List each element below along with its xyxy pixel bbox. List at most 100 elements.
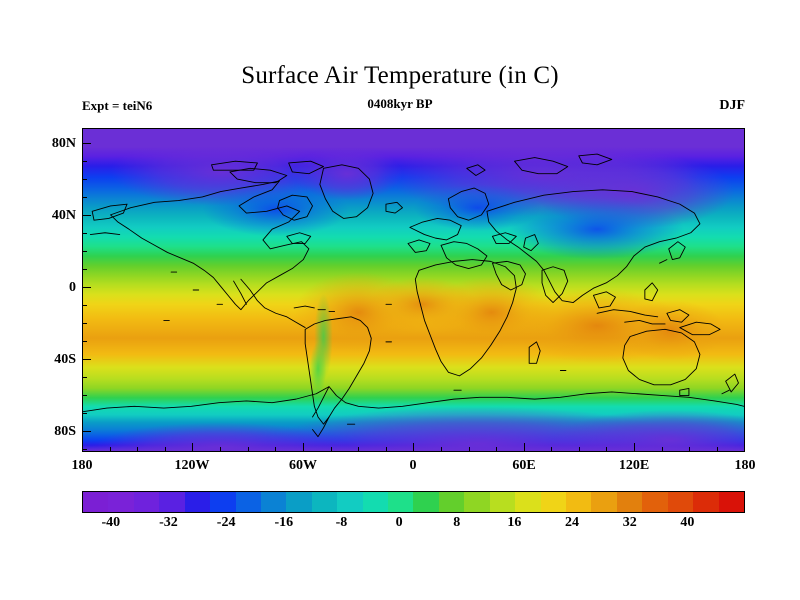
y-tick-minor xyxy=(82,269,87,270)
x-tick-minor xyxy=(386,447,387,452)
colorbar-swatch xyxy=(108,492,134,512)
y-tick-minor xyxy=(82,197,87,198)
colorbar-tick-label: -32 xyxy=(159,515,178,530)
colorbar-swatch xyxy=(438,492,465,512)
x-axis-label-60w: 60W xyxy=(289,458,317,473)
y-tick-major xyxy=(82,215,91,216)
colorbar-tick-label: 24 xyxy=(565,515,580,530)
y-axis-label-40s: 40S xyxy=(54,352,76,367)
x-tick-minor xyxy=(275,447,276,452)
x-axis-label-0: 0 xyxy=(409,458,417,473)
page-title: Surface Air Temperature (in C) xyxy=(241,62,559,89)
colorbar-swatch xyxy=(693,492,719,512)
colorbar-tick-label: -40 xyxy=(101,515,121,530)
y-tick-minor xyxy=(82,233,87,234)
x-tick-minor xyxy=(496,447,497,452)
y-tick-minor xyxy=(82,341,87,342)
x-tick-minor xyxy=(358,447,359,452)
colorbar-swatch xyxy=(235,492,261,512)
y-axis-label-40n: 40N xyxy=(51,208,76,223)
colorbar-swatch xyxy=(260,492,287,512)
x-axis-label-180e: 180 xyxy=(734,458,756,473)
y-tick-minor xyxy=(82,161,87,162)
x-tick-minor xyxy=(662,447,663,452)
y-axis-label-0: 0 xyxy=(69,280,76,295)
colorbar-swatch xyxy=(489,492,516,512)
colorbar-labels: -40 -32 -24 -16 -8 0 8 16 24 32 40 xyxy=(0,515,800,537)
x-tick-major xyxy=(413,443,414,452)
y-axis-label-80n: 80N xyxy=(51,136,76,151)
y-tick-minor xyxy=(82,449,87,450)
colorbar-swatch xyxy=(591,492,617,512)
x-tick-major xyxy=(744,443,745,452)
x-tick-minor xyxy=(606,447,607,452)
x-tick-minor xyxy=(469,447,470,452)
y-tick-minor xyxy=(82,413,87,414)
y-tick-minor xyxy=(82,251,87,252)
colorbar-swatch xyxy=(337,492,363,512)
x-tick-minor xyxy=(551,447,552,452)
y-tick-major xyxy=(82,143,91,144)
colorbar-swatch xyxy=(159,492,185,512)
x-axis-label-120e: 120E xyxy=(618,458,650,473)
colorbar-swatch xyxy=(642,492,668,512)
colorbar-tick-label: 0 xyxy=(395,515,403,530)
colorbar-swatch xyxy=(210,492,236,512)
x-tick-minor xyxy=(331,447,332,452)
x-axis-label-120w: 120W xyxy=(174,458,210,473)
x-axis-label-180w: 180 xyxy=(71,458,93,473)
colorbar-tick-label: 40 xyxy=(680,515,695,530)
x-tick-minor xyxy=(137,447,138,452)
y-tick-minor xyxy=(82,377,87,378)
season-label: DJF xyxy=(719,98,745,113)
x-tick-major xyxy=(524,443,525,452)
x-tick-minor xyxy=(441,447,442,452)
colorbar-swatch xyxy=(413,492,439,512)
colorbar-swatch xyxy=(718,492,744,512)
x-tick-major xyxy=(82,443,83,452)
colorbar-swatch xyxy=(464,492,490,512)
colorbar-tick-label: 8 xyxy=(453,515,461,530)
x-tick-minor xyxy=(110,447,111,452)
x-axis-label-60e: 60E xyxy=(512,458,536,473)
colorbar-swatch xyxy=(616,492,643,512)
colorbar-swatch xyxy=(286,492,312,512)
colorbar-tick-label: 16 xyxy=(507,515,522,530)
x-tick-major xyxy=(303,443,304,452)
colorbar-tick-label: -24 xyxy=(216,515,236,530)
y-tick-major xyxy=(82,359,91,360)
x-tick-minor xyxy=(248,447,249,452)
colorbar-tick-label: -16 xyxy=(274,515,294,530)
colorbar-swatch xyxy=(540,492,567,512)
y-tick-major xyxy=(82,431,91,432)
colorbar-swatch xyxy=(133,492,160,512)
x-tick-minor xyxy=(220,447,221,452)
y-tick-minor xyxy=(82,305,87,306)
x-tick-minor xyxy=(579,447,580,452)
colorbar-swatch xyxy=(667,492,694,512)
colorbar-swatch xyxy=(311,492,338,512)
colorbar-tick-label: -8 xyxy=(335,515,348,530)
x-tick-minor xyxy=(689,447,690,452)
x-tick-minor xyxy=(717,447,718,452)
colorbar xyxy=(82,491,745,513)
x-tick-minor xyxy=(165,447,166,452)
temperature-field xyxy=(83,129,744,451)
y-tick-minor xyxy=(82,179,87,180)
x-tick-major xyxy=(634,443,635,452)
y-tick-minor xyxy=(82,395,87,396)
figure-subtitle: 0408kyr BP xyxy=(367,96,433,111)
colorbar-tick-label: 32 xyxy=(622,515,637,530)
experiment-label: Expt = teiN6 xyxy=(82,98,153,113)
y-axis-label-80s: 80S xyxy=(54,424,76,439)
colorbar-swatch xyxy=(362,492,389,512)
colorbar-swatch xyxy=(388,492,414,512)
colorbar-swatch xyxy=(83,492,109,512)
y-tick-minor xyxy=(82,323,87,324)
x-tick-major xyxy=(192,443,193,452)
colorbar-swatch xyxy=(184,492,211,512)
colorbar-swatch xyxy=(515,492,541,512)
map-plot-area xyxy=(82,128,745,452)
colorbar-swatch xyxy=(566,492,592,512)
